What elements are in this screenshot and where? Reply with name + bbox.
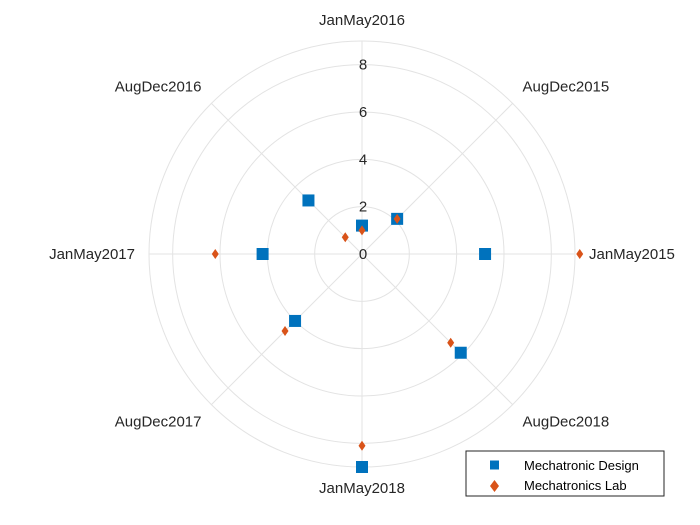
data-point-mechatronic-design-augdec2016 [302,194,315,207]
legend-entry-mechatronics-lab: Mechatronics Lab [490,478,627,493]
theta-label-augdec2015: AugDec2015 [523,78,610,95]
data-point-mechatronic-design-augdec2017 [289,314,302,327]
data-point-mechatronics-lab-augdec2018 [447,337,455,348]
legend-box [465,450,665,497]
data-point-mechatronics-lab-janmay2017 [211,249,219,259]
r-tick-label-6: 6 [359,104,367,121]
theta-label-augdec2017: AugDec2017 [115,414,202,431]
legend-entry-mechatronic-design: Mechatronic Design [490,458,639,473]
data-point-mechatronic-design-janmay2017 [256,248,269,260]
theta-label-augdec2018: AugDec2018 [523,414,610,431]
grid-spoke [361,253,513,405]
series-mechatronic-design [256,194,492,473]
data-point-mechatronics-lab-janmay2015 [576,249,584,259]
theta-label-augdec2016: AugDec2016 [115,78,202,95]
data-point-mechatronics-lab-janmay2016 [358,225,366,236]
data-point-mechatronics-lab-janmay2018 [358,440,366,451]
data-point-mechatronics-lab-augdec2015 [393,213,401,224]
data-point-mechatronics-lab-augdec2016 [341,232,349,243]
grid-spoke [211,103,363,255]
legend-square-marker [490,460,499,470]
r-tick-label-4: 4 [359,151,367,168]
grid-spoke [361,103,513,255]
theta-label-janmay2016: JanMay2016 [319,12,405,29]
theta-label-janmay2015: JanMay2015 [589,246,675,263]
legend-label-mechatronics-lab: Mechatronics Lab [524,478,627,493]
theta-label-janmay2017: JanMay2017 [49,246,135,263]
r-tick-label-0: 0 [359,246,367,263]
theta-labels: JanMay2015 AugDec2015 JanMay2016 AugDec2016… [49,12,675,497]
r-tick-label-2: 2 [359,199,367,216]
data-markers [211,194,584,473]
theta-label-janmay2018: JanMay2018 [319,480,405,497]
r-tick-label-8: 8 [359,57,367,74]
legend-diamond-marker [490,480,499,492]
data-point-mechatronic-design-augdec2018 [454,346,467,359]
legend-label-mechatronic-design: Mechatronic Design [524,458,639,473]
data-point-mechatronic-design-janmay2018 [356,461,368,473]
series-mechatronics-lab [211,213,584,451]
data-point-mechatronics-lab-augdec2017 [281,325,289,336]
data-point-mechatronic-design-janmay2015 [479,248,492,260]
legend: Mechatronic Design Mechatronics Lab [465,450,665,497]
r-tick-labels: 0 2 4 6 8 [359,57,367,263]
